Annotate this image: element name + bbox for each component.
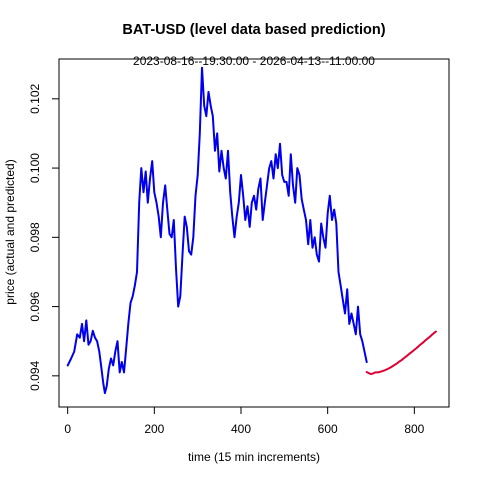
actual-price-line <box>66 66 368 395</box>
x-tick-label: 800 <box>404 422 424 436</box>
plot-frame <box>58 58 450 408</box>
chart-subtitle: 2023-08-16--19:30:00 - 2026-04-13--11:00… <box>133 54 375 68</box>
y-tick-label: 0.098 <box>28 222 42 252</box>
x-axis-label: time (15 min increments) <box>188 450 320 464</box>
x-tick-label: 200 <box>144 422 164 436</box>
y-tick-label: 0.096 <box>28 291 42 321</box>
x-tick-label: 0 <box>64 422 71 436</box>
predicted-price-line <box>365 330 437 376</box>
y-axis-label: price (actual and predicted) <box>3 159 17 304</box>
y-tick-label: 0.100 <box>28 153 42 183</box>
x-tick-label: 400 <box>231 422 251 436</box>
series-group <box>66 66 437 395</box>
x-tick-label: 600 <box>318 422 338 436</box>
chart-title: BAT-USD (level data based prediction) <box>122 22 385 38</box>
y-tick-label: 0.094 <box>28 360 42 390</box>
y-tick-label: 0.102 <box>28 83 42 113</box>
axis-ticks: 0 200 400 600 800 0.094 0.096 0.098 0.100 0.102 <box>28 83 425 436</box>
